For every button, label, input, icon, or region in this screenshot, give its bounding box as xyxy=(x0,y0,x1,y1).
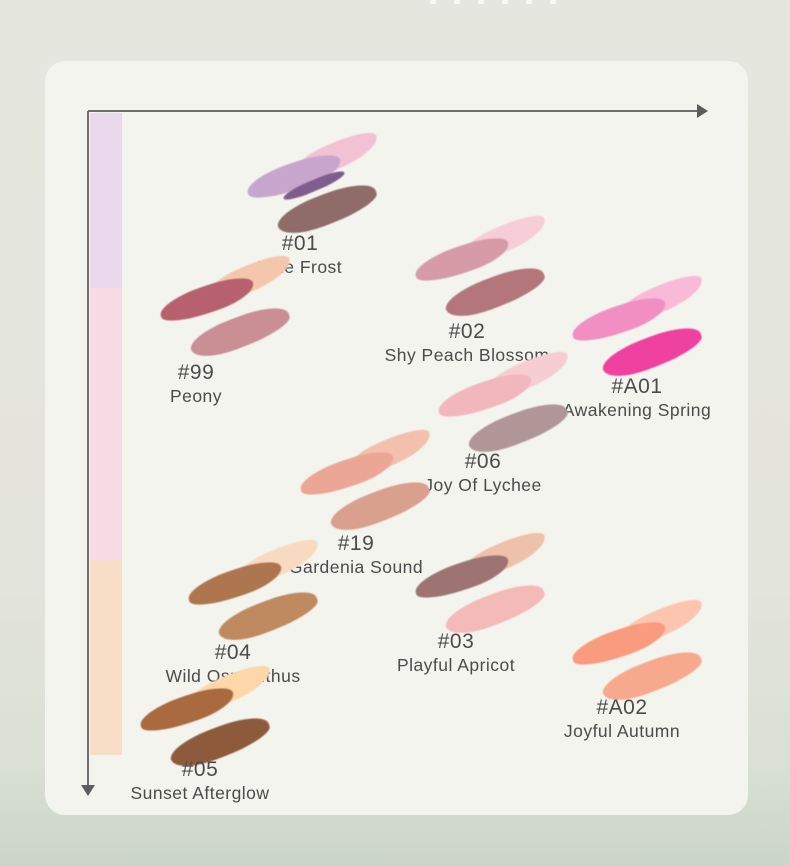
shade-name: Awakening Spring xyxy=(562,400,712,420)
x-axis-arrowhead-icon xyxy=(697,104,708,118)
shade-name: Joy Of Lychee xyxy=(424,475,542,495)
shade-name: Gardenia Sound xyxy=(288,557,424,577)
shade-label: #A01 Awakening Spring xyxy=(563,374,711,421)
shade-name: Peony xyxy=(169,386,223,406)
shade-code: #A01 xyxy=(611,375,663,398)
shade-code: #05 xyxy=(181,758,219,781)
shade-label: #99 Peony xyxy=(170,360,222,407)
shade-code: #03 xyxy=(437,630,475,653)
shade-swatch-02 xyxy=(411,208,553,326)
shade-swatch-01 xyxy=(243,125,385,243)
shade-label: #19 Gardenia Sound xyxy=(289,531,423,578)
shade-swatch-03 xyxy=(411,525,553,643)
shade-label: #03 Playful Apricot xyxy=(397,629,515,676)
shade-swatch-a01 xyxy=(568,268,710,386)
shade-code: #99 xyxy=(177,361,215,384)
tone-bar-segment-2 xyxy=(90,560,122,755)
shade-code: #06 xyxy=(464,450,502,473)
shade-label: #05 Sunset Afterglow xyxy=(130,757,269,804)
shade-name: Shy Peach Blossom xyxy=(384,345,550,365)
top-edge-specks xyxy=(430,0,562,4)
shade-name: Joyful Autumn xyxy=(563,721,681,741)
shade-swatch-19 xyxy=(296,422,438,540)
tone-bar xyxy=(90,113,122,755)
shade-name: Sunset Afterglow xyxy=(130,783,270,803)
shade-name: Playful Apricot xyxy=(396,655,516,675)
y-axis-line xyxy=(87,111,89,785)
x-axis-line xyxy=(88,110,698,112)
shade-swatch-06 xyxy=(434,344,576,462)
shade-code: #04 xyxy=(214,641,252,664)
shade-label: #A02 Joyful Autumn xyxy=(564,695,680,742)
shade-code: #02 xyxy=(448,320,486,343)
shade-code: #19 xyxy=(337,532,375,555)
y-axis-arrowhead-icon xyxy=(81,785,95,796)
shade-swatch-04 xyxy=(184,532,326,650)
shade-swatch-99 xyxy=(156,248,298,366)
shade-code: #01 xyxy=(281,232,319,255)
shade-label: #02 Shy Peach Blossom xyxy=(385,319,550,366)
shade-label: #06 Joy Of Lychee xyxy=(424,449,541,496)
shade-code: #A02 xyxy=(596,696,648,719)
tone-bar-segment-1 xyxy=(90,288,122,560)
tone-bar-segment-0 xyxy=(90,113,122,288)
